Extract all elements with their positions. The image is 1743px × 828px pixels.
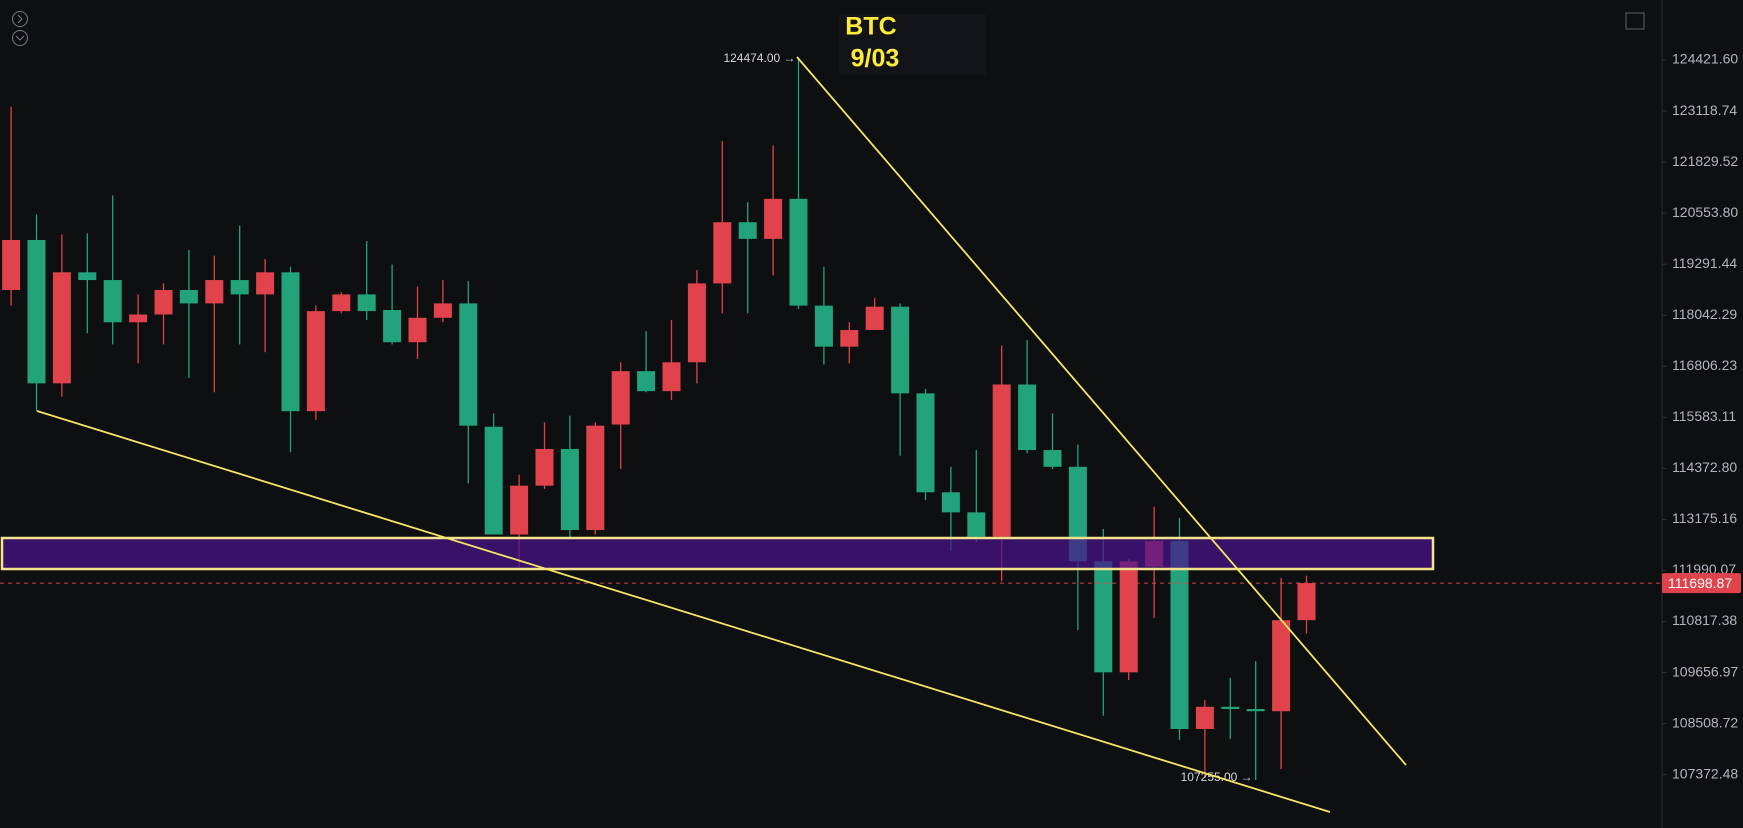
candle-body: [281, 272, 300, 412]
candle-body: [103, 280, 122, 323]
candle-body: [1272, 620, 1291, 712]
candle-body: [408, 317, 427, 343]
y-tick-label: 120553.80: [1672, 204, 1738, 220]
candle-body: [27, 239, 46, 384]
y-tick-label: 123118.74: [1672, 102, 1737, 118]
candle-body: [129, 314, 148, 323]
candle-body: [459, 303, 478, 426]
candle-body: [814, 305, 833, 347]
candle-body: [154, 290, 173, 315]
candle-body: [611, 371, 630, 425]
candle-body: [510, 485, 529, 535]
candle-body: [738, 222, 757, 239]
y-tick-label: 115583.11: [1672, 408, 1736, 424]
candle-body: [2, 239, 21, 291]
lower-trendline: [36, 410, 1331, 813]
candle-body: [764, 198, 783, 239]
candle-body: [1246, 709, 1265, 712]
trendlines: [36, 56, 1407, 813]
candle-body: [306, 311, 325, 412]
candle-body: [230, 280, 249, 295]
candle-body: [535, 448, 554, 486]
candle-body: [1195, 706, 1214, 730]
chart-title: BTC: [845, 13, 896, 41]
y-tick-label: 121829.52: [1672, 153, 1738, 169]
candle-body: [1297, 583, 1316, 621]
candle-body: [1119, 561, 1138, 673]
nav-icon[interactable]: [12, 11, 28, 27]
candle-body: [484, 426, 503, 535]
zone: [0, 536, 1435, 571]
y-tick-label: 114372.80: [1672, 459, 1737, 475]
candle-body: [789, 198, 808, 306]
y-tick-label: 118042.29: [1672, 306, 1737, 322]
candle-body: [713, 222, 732, 284]
y-tick-label: 110817.38: [1672, 612, 1737, 628]
y-axis: 124421.60 123118.74 121829.52 120553.80 1192…: [1662, 51, 1741, 781]
candle-body: [332, 294, 351, 312]
nav-icon[interactable]: [12, 30, 28, 46]
price-tag: [1662, 573, 1741, 594]
candle-body: [1170, 541, 1189, 730]
candle-body: [1094, 561, 1113, 673]
support-zone: [0, 536, 1435, 571]
candle-body: [687, 283, 706, 363]
y-tick-label: 116806.23: [1672, 357, 1737, 373]
candle-body: [52, 272, 71, 384]
candle-body: [179, 290, 198, 304]
candle-body: [916, 393, 935, 493]
y-tick-label: 124421.60: [1672, 51, 1738, 67]
candle-body: [357, 294, 376, 312]
candle-body: [1043, 450, 1062, 467]
y-tick-label: 109656.97: [1672, 663, 1738, 679]
candle-body: [992, 384, 1011, 537]
candle-body: [1221, 706, 1240, 710]
nav-icon-glyph: [17, 14, 23, 24]
nav-icon-glyph: [15, 35, 25, 41]
candle-body: [433, 303, 452, 318]
candle-body: [256, 272, 275, 295]
candle-body: [205, 280, 224, 304]
price-tag-label: 111698.87: [1668, 575, 1732, 591]
y-tick-label: 119291.44: [1672, 255, 1737, 271]
candle-body: [1018, 384, 1037, 451]
candle-body: [586, 425, 605, 531]
candle-body: [662, 362, 681, 392]
candle-body: [941, 492, 960, 513]
chart-subtitle: 9/03: [851, 45, 900, 73]
y-tick-label: 107372.48: [1672, 765, 1738, 781]
high-annotation: 124474.00 →: [723, 51, 795, 65]
candle-body: [891, 306, 910, 394]
candle-body: [78, 272, 97, 281]
fullscreen-icon[interactable]: [1625, 12, 1645, 30]
toolbar: [12, 11, 1645, 46]
upper-trendline: [796, 56, 1407, 766]
candle-body: [865, 306, 884, 330]
title-box: [839, 14, 986, 75]
y-tick-label: 108508.72: [1672, 714, 1738, 730]
candle-body: [560, 448, 579, 531]
candle-body: [637, 371, 656, 392]
candle-body: [383, 310, 402, 343]
y-tick-label: 113175.16: [1672, 510, 1737, 526]
candle-body: [967, 512, 986, 537]
candle-body: [840, 329, 859, 347]
